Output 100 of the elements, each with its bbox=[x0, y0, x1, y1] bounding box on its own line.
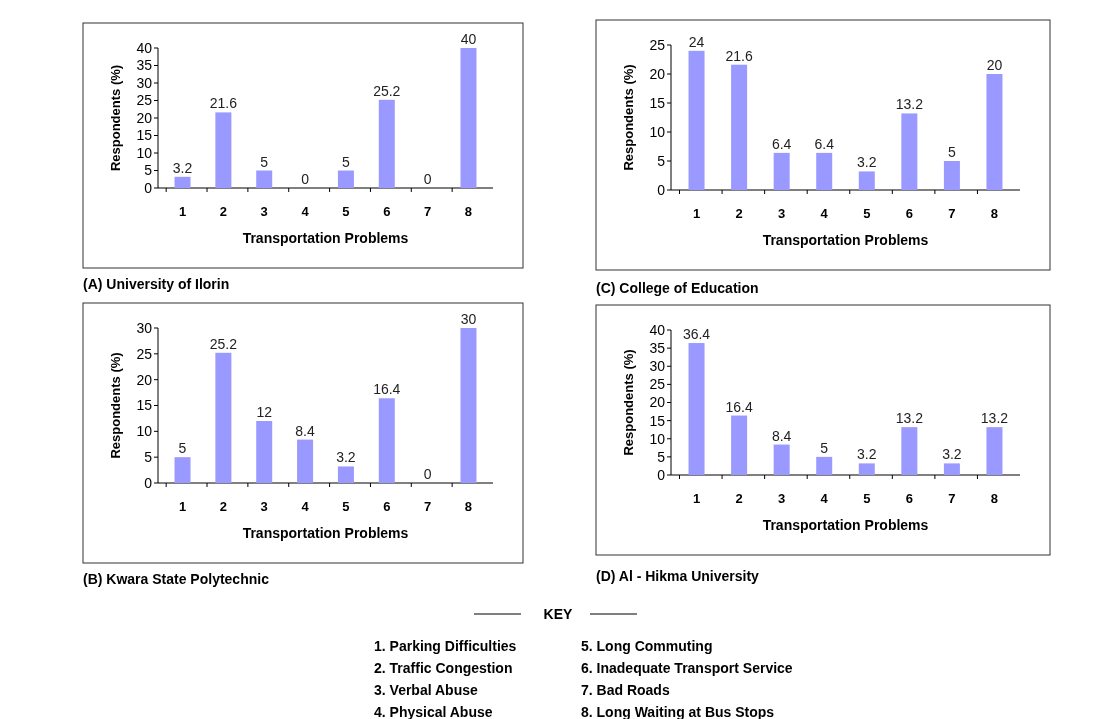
data-label: 6.4 bbox=[814, 135, 835, 152]
x-tick-label: 2 bbox=[219, 204, 227, 219]
y-tick-label: 10 bbox=[136, 423, 153, 440]
bar bbox=[943, 463, 960, 475]
bar bbox=[378, 99, 395, 188]
x-tick-label: 8 bbox=[990, 491, 999, 506]
data-label: 13.2 bbox=[895, 410, 924, 427]
y-tick-label: 10 bbox=[649, 430, 666, 447]
x-tick-label: 7 bbox=[424, 204, 432, 219]
x-axis-title: Transportation Problems bbox=[242, 230, 409, 246]
text: (A) University of Ilorin bbox=[83, 275, 230, 292]
data-label: 3.2 bbox=[336, 449, 356, 466]
data-label: 5 bbox=[820, 439, 829, 456]
x-axis-title: Transportation Problems bbox=[242, 525, 409, 541]
y-tick-label: 0 bbox=[144, 179, 153, 196]
data-label: 3.2 bbox=[172, 159, 193, 176]
text: 7. Bad Roads bbox=[581, 681, 670, 698]
data-label: 16.4 bbox=[725, 398, 753, 415]
x-tick-label: 1 bbox=[178, 499, 187, 514]
data-label: 20 bbox=[986, 57, 1003, 73]
y-tick-label: 5 bbox=[144, 162, 153, 179]
data-label: 5 bbox=[342, 153, 351, 170]
bar bbox=[460, 328, 477, 483]
data-label: 3.2 bbox=[942, 446, 962, 463]
x-tick-label: 5 bbox=[342, 204, 350, 219]
y-tick-label: 5 bbox=[657, 448, 666, 465]
y-tick-label: 15 bbox=[136, 397, 153, 414]
x-tick-label: 7 bbox=[948, 206, 956, 221]
x-tick-label: 5 bbox=[863, 206, 871, 221]
x-tick-label: 6 bbox=[383, 204, 391, 219]
y-axis-title: Respondents (%) bbox=[108, 352, 123, 459]
data-label: 36.4 bbox=[682, 326, 711, 343]
bar bbox=[731, 415, 748, 475]
y-tick-label: 40 bbox=[136, 39, 153, 56]
bar bbox=[986, 74, 1003, 190]
x-tick-label: 3 bbox=[778, 206, 786, 221]
bar bbox=[986, 427, 1003, 475]
bar bbox=[688, 50, 705, 190]
data-label: 3.2 bbox=[857, 446, 877, 463]
y-tick-label: 30 bbox=[649, 358, 666, 375]
x-tick-label: 8 bbox=[464, 499, 473, 514]
y-tick-label: 20 bbox=[136, 371, 153, 388]
data-label: 25.2 bbox=[209, 335, 238, 352]
x-tick-label: 3 bbox=[778, 491, 786, 506]
x-tick-label: 8 bbox=[990, 206, 999, 221]
bar bbox=[215, 112, 232, 188]
data-label: 30 bbox=[460, 311, 477, 327]
y-tick-label: 30 bbox=[136, 319, 153, 336]
bar bbox=[943, 161, 960, 190]
text: KEY bbox=[543, 605, 574, 622]
y-tick-label: 0 bbox=[657, 466, 666, 483]
y-tick-label: 0 bbox=[144, 474, 153, 491]
y-tick-label: 15 bbox=[649, 412, 666, 429]
text: 1. Parking Difficulties bbox=[374, 637, 517, 654]
x-tick-label: 1 bbox=[178, 204, 187, 219]
data-label: 13.2 bbox=[895, 96, 924, 113]
y-tick-label: 20 bbox=[649, 65, 666, 82]
y-tick-label: 25 bbox=[649, 36, 666, 53]
bar bbox=[297, 439, 314, 483]
y-tick-label: 30 bbox=[136, 74, 153, 91]
y-tick-label: 0 bbox=[657, 181, 666, 198]
bar bbox=[378, 398, 395, 483]
bar bbox=[256, 421, 273, 483]
x-tick-label: 5 bbox=[342, 499, 350, 514]
data-label: 40 bbox=[460, 31, 477, 47]
bar bbox=[688, 343, 705, 475]
bar bbox=[773, 152, 790, 190]
bar bbox=[858, 463, 875, 475]
x-tick-label: 2 bbox=[735, 206, 743, 221]
bar bbox=[174, 176, 191, 188]
y-tick-label: 35 bbox=[136, 57, 153, 74]
x-tick-label: 3 bbox=[260, 499, 268, 514]
bar bbox=[731, 64, 748, 190]
y-axis-title: Respondents (%) bbox=[621, 349, 636, 456]
bar bbox=[337, 170, 354, 188]
bar bbox=[337, 466, 354, 483]
data-label: 0 bbox=[423, 171, 432, 187]
x-tick-label: 1 bbox=[692, 206, 701, 221]
data-label: 3.2 bbox=[857, 154, 877, 171]
x-tick-label: 2 bbox=[735, 491, 743, 506]
x-tick-label: 6 bbox=[905, 206, 913, 221]
y-tick-label: 25 bbox=[649, 376, 666, 393]
text: 5. Long Commuting bbox=[581, 637, 713, 654]
x-tick-label: 4 bbox=[301, 204, 310, 219]
bar bbox=[460, 48, 477, 188]
x-tick-label: 5 bbox=[863, 491, 871, 506]
y-tick-label: 40 bbox=[649, 321, 666, 338]
y-tick-label: 25 bbox=[136, 92, 153, 109]
text: 8. Long Waiting at Bus Stops bbox=[581, 703, 775, 719]
data-label: 6.4 bbox=[771, 135, 792, 152]
data-label: 13.2 bbox=[980, 410, 1009, 427]
bar bbox=[215, 352, 232, 483]
bar bbox=[773, 444, 790, 475]
data-label: 25.2 bbox=[373, 82, 401, 99]
y-tick-label: 20 bbox=[649, 394, 666, 411]
x-tick-label: 6 bbox=[905, 491, 913, 506]
x-tick-label: 4 bbox=[820, 206, 829, 221]
data-label: 8.4 bbox=[771, 427, 792, 444]
y-tick-label: 35 bbox=[649, 340, 666, 357]
x-tick-label: 7 bbox=[948, 491, 956, 506]
